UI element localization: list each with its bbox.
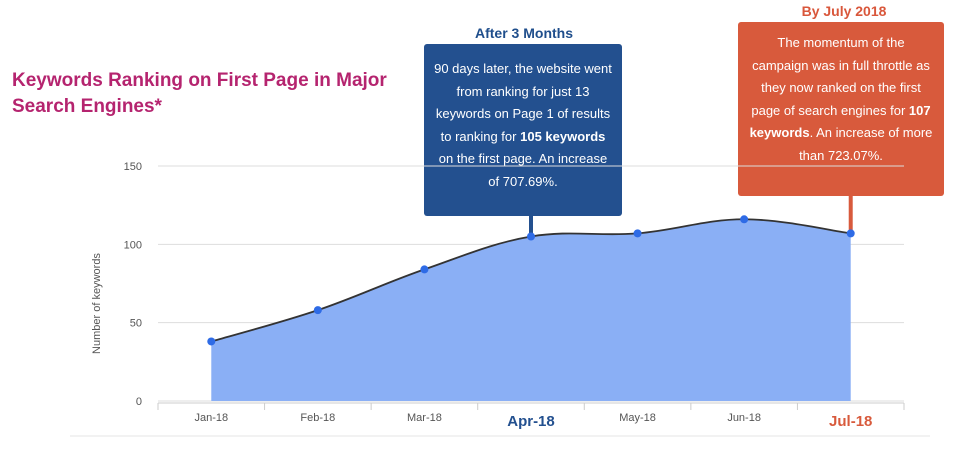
data-point-Feb-18 (313, 306, 322, 315)
y-tick-label: 50 (130, 318, 142, 330)
x-tick-label: Jan-18 (194, 412, 228, 424)
x-tick-label: Feb-18 (300, 412, 335, 424)
callout-text-1: 105 keywords (520, 128, 606, 144)
callout-text-2: on the first page. An increase of 707.69… (438, 151, 608, 189)
x-tick-label: Jul-18 (829, 413, 872, 430)
callout-text-1: 107 keywords (749, 102, 931, 141)
chart-title: Keywords Ranking on First Page in Major … (12, 70, 387, 117)
y-tick-label: 0 (136, 396, 142, 408)
data-point-Jun-18 (740, 215, 749, 224)
y-tick-label: 150 (124, 161, 142, 173)
x-tick-label: Jun-18 (727, 412, 761, 424)
callout-heading-jul: By July 2018 (801, 3, 887, 19)
series-area (211, 219, 851, 401)
data-point-Mar-18 (420, 265, 429, 274)
callout-heading-apr: After 3 Months (475, 25, 573, 41)
callout-apr: 90 days later, the website went from ran… (424, 44, 622, 216)
x-tick-label: Apr-18 (507, 413, 555, 430)
data-point-May-18 (633, 229, 642, 238)
x-tick-label: Mar-18 (407, 412, 442, 424)
y-tick-label: 100 (124, 239, 142, 251)
callout-text-0: 90 days later, the website went from ran… (434, 61, 612, 144)
data-point-Apr-18 (527, 232, 535, 241)
y-axis-label: Number of keywords (91, 253, 103, 354)
data-point-Jul-18 (846, 229, 855, 238)
callout-text-0: The momentum of the campaign was in full… (751, 35, 930, 118)
callout-jul: The momentum of the campaign was in full… (738, 22, 944, 196)
callout-text-2: . An increase of more than 723.07%. (799, 125, 933, 163)
x-tick-label: May-18 (619, 412, 656, 424)
data-point-Jan-18 (207, 337, 216, 346)
